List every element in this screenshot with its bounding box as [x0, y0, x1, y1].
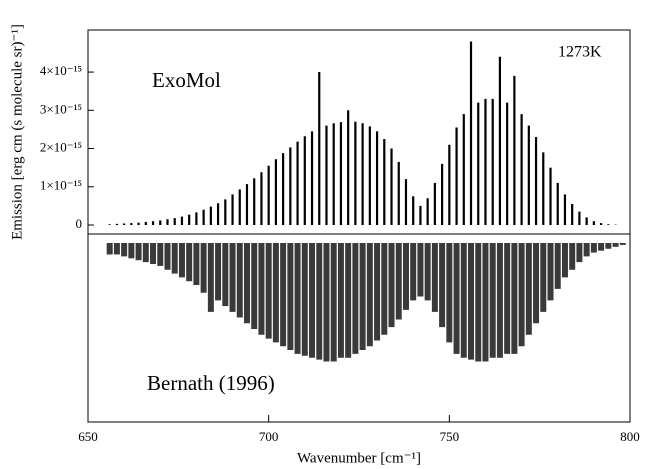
y-tick-label: 3×10⁻¹⁵: [40, 101, 82, 116]
x-tick-label: 700: [259, 429, 279, 444]
y-tick-label: 1×10⁻¹⁵: [40, 178, 82, 193]
panel-label: Bernath (1996): [147, 371, 275, 395]
x-tick-label: 650: [78, 429, 98, 444]
y-tick-label: 0: [76, 216, 83, 231]
temperature-label: 1273K: [558, 44, 602, 61]
panel-label: ExoMol: [152, 68, 221, 92]
y-axis-title: Emission [erg cm (s molecule sr)⁻¹]: [9, 24, 25, 240]
x-tick-label: 800: [620, 429, 640, 444]
y-tick-label: 2×10⁻¹⁵: [40, 140, 82, 155]
x-axis-title: Wavenumber [cm⁻¹]: [297, 450, 421, 466]
plot-frame: [87, 29, 631, 423]
x-tick-label: 750: [440, 429, 460, 444]
y-tick-label: 4×10⁻¹⁵: [40, 63, 82, 78]
